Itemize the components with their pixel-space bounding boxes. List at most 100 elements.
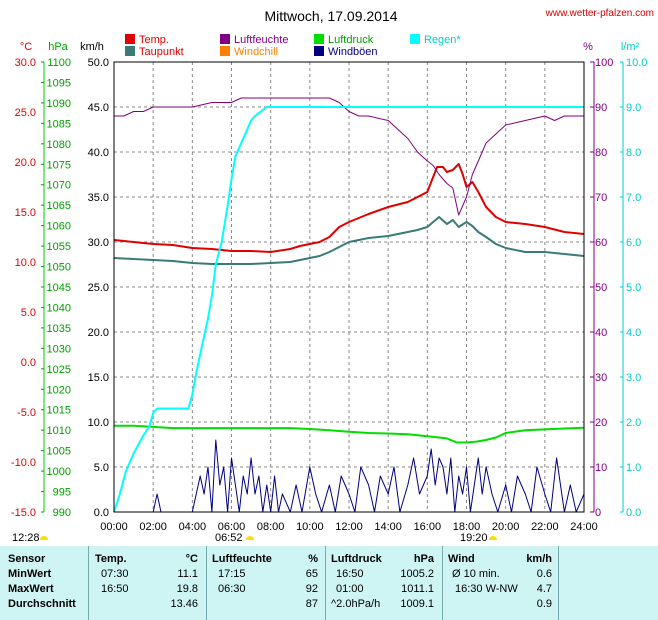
sunrise-time: 06:52 <box>215 532 243 544</box>
max-wind: 4.7 <box>536 583 552 595</box>
column-divider <box>206 546 207 620</box>
legend-swatch-luftdruck <box>314 34 324 44</box>
row-label-min: MinWert <box>8 568 52 580</box>
y-tick-label-rain: 3.0 <box>626 372 641 384</box>
y-tick-label-humidity: 0 <box>595 507 601 519</box>
y-tick-label-rain: 7.0 <box>626 192 641 204</box>
x-tick-label: 20:00 <box>492 521 520 533</box>
y-tick-label-pressure: 1070 <box>47 180 71 192</box>
y-tick-label-wind: 10.0 <box>88 417 109 429</box>
wind-avg-label: Ø 10 min. <box>452 568 500 580</box>
max-temp-time: 16:50 <box>101 583 129 595</box>
y-tick-label-humidity: 80 <box>595 147 607 159</box>
series-layer <box>113 97 585 513</box>
y-tick-label-humidity: 90 <box>595 102 607 114</box>
y-tick-label-pressure: 1075 <box>47 159 71 171</box>
y-tick-label-pressure: 1060 <box>47 221 71 233</box>
y-tick-label-pressure: 1090 <box>47 98 71 110</box>
y-tick-label-pressure: 1035 <box>47 323 71 335</box>
min-temp-time: 07:30 <box>101 568 129 580</box>
y-tick-label-humidity: 30 <box>595 372 607 384</box>
y-tick-label-rain: 9.0 <box>626 102 641 114</box>
legend-label-luftdruck: Luftdruck <box>328 34 374 46</box>
y-tick-label-wind: 25.0 <box>88 282 109 294</box>
x-tick-label: 18:00 <box>453 521 481 533</box>
axis-unit-temp: °C <box>20 41 32 53</box>
y-tick-label-pressure: 1000 <box>47 466 71 478</box>
header-wind-unit: km/h <box>526 553 552 565</box>
avg-wind: 0.9 <box>536 598 552 610</box>
avg-press: 1009.1 <box>400 598 434 610</box>
y-tick-label-pressure: 1055 <box>47 241 71 253</box>
wind-avg-10min: 0.6 <box>536 568 552 580</box>
y-tick-label-pressure: 990 <box>53 507 71 519</box>
y-tick-label-humidity: 20 <box>595 417 607 429</box>
y-tick-label-humidity: 10 <box>595 462 607 474</box>
min-hum-time: 17:15 <box>218 568 246 580</box>
y-tick-label-humidity: 40 <box>595 327 607 339</box>
max-press: 1011.1 <box>401 583 434 595</box>
legend-swatch-windboeen <box>314 46 324 56</box>
y-tick-label-humidity: 60 <box>595 237 607 249</box>
legend-label-windboeen: Windböen <box>328 46 378 58</box>
y-tick-label-temp: -15.0 <box>11 507 36 519</box>
min-temp: 11.1 <box>177 568 198 580</box>
series-line-luftfeuchte <box>114 97 584 216</box>
y-tick-label-wind: 15.0 <box>88 372 109 384</box>
legend-label-taupunkt: Taupunkt <box>139 46 184 58</box>
y-tick-label-pressure: 1010 <box>47 425 71 437</box>
y-tick-label-temp: 20.0 <box>15 157 36 169</box>
x-tick-label: 22:00 <box>531 521 559 533</box>
chart-title: Mittwoch, 17.09.2014 <box>264 8 397 24</box>
y-tick-label-rain: 10.0 <box>626 57 647 69</box>
max-hum: 92 <box>305 583 318 595</box>
legend-swatch-regen <box>410 34 420 44</box>
y-tick-label-rain: 4.0 <box>626 327 641 339</box>
x-tick-label: 10:00 <box>296 521 324 533</box>
sun-left-time: 12:28 <box>12 532 40 544</box>
site-link[interactable]: www.wetter-pfalzen.com <box>545 8 654 19</box>
y-tick-label-wind: 45.0 <box>88 102 109 114</box>
header-temp: Temp. <box>95 553 127 565</box>
legend-label-windchill: Windchill <box>234 46 278 58</box>
y-tick-label-pressure: 1050 <box>47 262 71 274</box>
axis-unit-rain: l/m² <box>621 41 640 53</box>
header-humidity: Luftfeuchte <box>212 553 272 565</box>
header-sensor: Sensor <box>8 553 46 565</box>
legend-swatch-temp <box>125 34 135 44</box>
x-tick-label: 16:00 <box>414 521 442 533</box>
series-line-luftdruck <box>114 424 585 444</box>
x-tick-label: 24:00 <box>570 521 598 533</box>
y-tick-label-wind: 0.0 <box>94 507 109 519</box>
y-tick-label-rain: 1.0 <box>626 462 641 474</box>
legend-swatch-taupunkt <box>125 46 135 56</box>
min-press-time: 16:50 <box>336 568 364 580</box>
y-tick-label-pressure: 1040 <box>47 302 71 314</box>
x-tick-label: 12:00 <box>335 521 363 533</box>
column-divider <box>442 546 443 620</box>
y-tick-label-pressure: 1030 <box>47 343 71 355</box>
y-tick-label-pressure: 1085 <box>47 118 71 130</box>
series-line-regen <box>113 106 584 513</box>
y-tick-label-rain: 2.0 <box>626 417 641 429</box>
row-label-max: MaxWert <box>8 583 54 595</box>
grid <box>114 62 584 512</box>
y-tick-label-pressure: 1065 <box>47 200 71 212</box>
sunset-time: 19:20 <box>460 532 488 544</box>
legend-label-luftfeuchte: Luftfeuchte <box>234 34 288 46</box>
sun-icon <box>40 536 48 540</box>
min-hum: 65 <box>305 568 318 580</box>
y-tick-label-humidity: 50 <box>595 282 607 294</box>
x-tick-label: 06:00 <box>218 521 246 533</box>
series-line-temp <box>113 163 585 253</box>
avg-hum: 87 <box>305 598 318 610</box>
y-tick-label-temp: 15.0 <box>15 207 36 219</box>
y-tick-label-wind: 20.0 <box>88 327 109 339</box>
header-humidity-unit: % <box>308 553 318 565</box>
sunrise-icon <box>246 536 254 540</box>
y-tick-label-temp: 5.0 <box>21 307 36 319</box>
max-wind-time-dir: 16:30 W-NW <box>455 583 518 595</box>
max-hum-time: 06:30 <box>218 583 246 595</box>
header-temp-unit: °C <box>185 553 198 565</box>
legend-label-regen: Regen* <box>424 34 461 46</box>
